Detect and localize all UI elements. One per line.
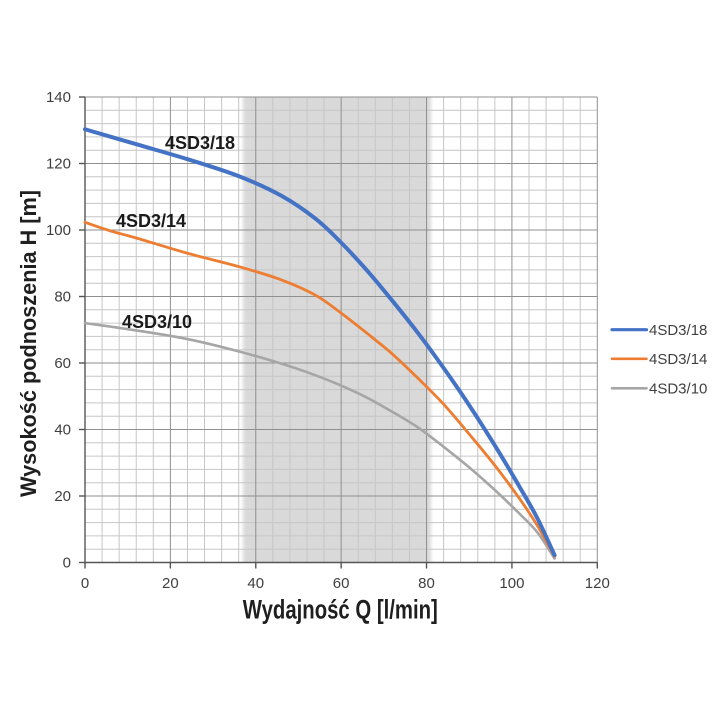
svg-text:0: 0 xyxy=(63,555,71,572)
svg-text:100: 100 xyxy=(499,575,524,592)
svg-text:4SD3/18: 4SD3/18 xyxy=(649,322,707,339)
svg-text:20: 20 xyxy=(162,575,179,592)
svg-text:80: 80 xyxy=(54,289,71,306)
svg-text:40: 40 xyxy=(247,575,264,592)
svg-text:100: 100 xyxy=(46,222,71,239)
svg-text:20: 20 xyxy=(54,488,71,505)
svg-text:60: 60 xyxy=(54,355,71,372)
svg-text:Wysokość podnoszenia H [m]: Wysokość podnoszenia H [m] xyxy=(16,190,41,497)
svg-text:140: 140 xyxy=(46,89,71,106)
svg-text:4SD3/14: 4SD3/14 xyxy=(649,351,707,368)
svg-text:80: 80 xyxy=(418,575,435,592)
svg-text:4SD3/10: 4SD3/10 xyxy=(122,312,192,332)
svg-text:120: 120 xyxy=(46,156,71,173)
svg-text:Wydajność Q [l/min]: Wydajność Q [l/min] xyxy=(243,595,438,625)
svg-text:120: 120 xyxy=(585,575,610,592)
svg-text:4SD3/14: 4SD3/14 xyxy=(116,211,186,231)
svg-text:4SD3/10: 4SD3/10 xyxy=(649,381,707,398)
svg-text:60: 60 xyxy=(333,575,350,592)
svg-text:0: 0 xyxy=(81,575,89,592)
svg-text:4SD3/18: 4SD3/18 xyxy=(165,133,235,153)
svg-text:40: 40 xyxy=(54,422,71,439)
